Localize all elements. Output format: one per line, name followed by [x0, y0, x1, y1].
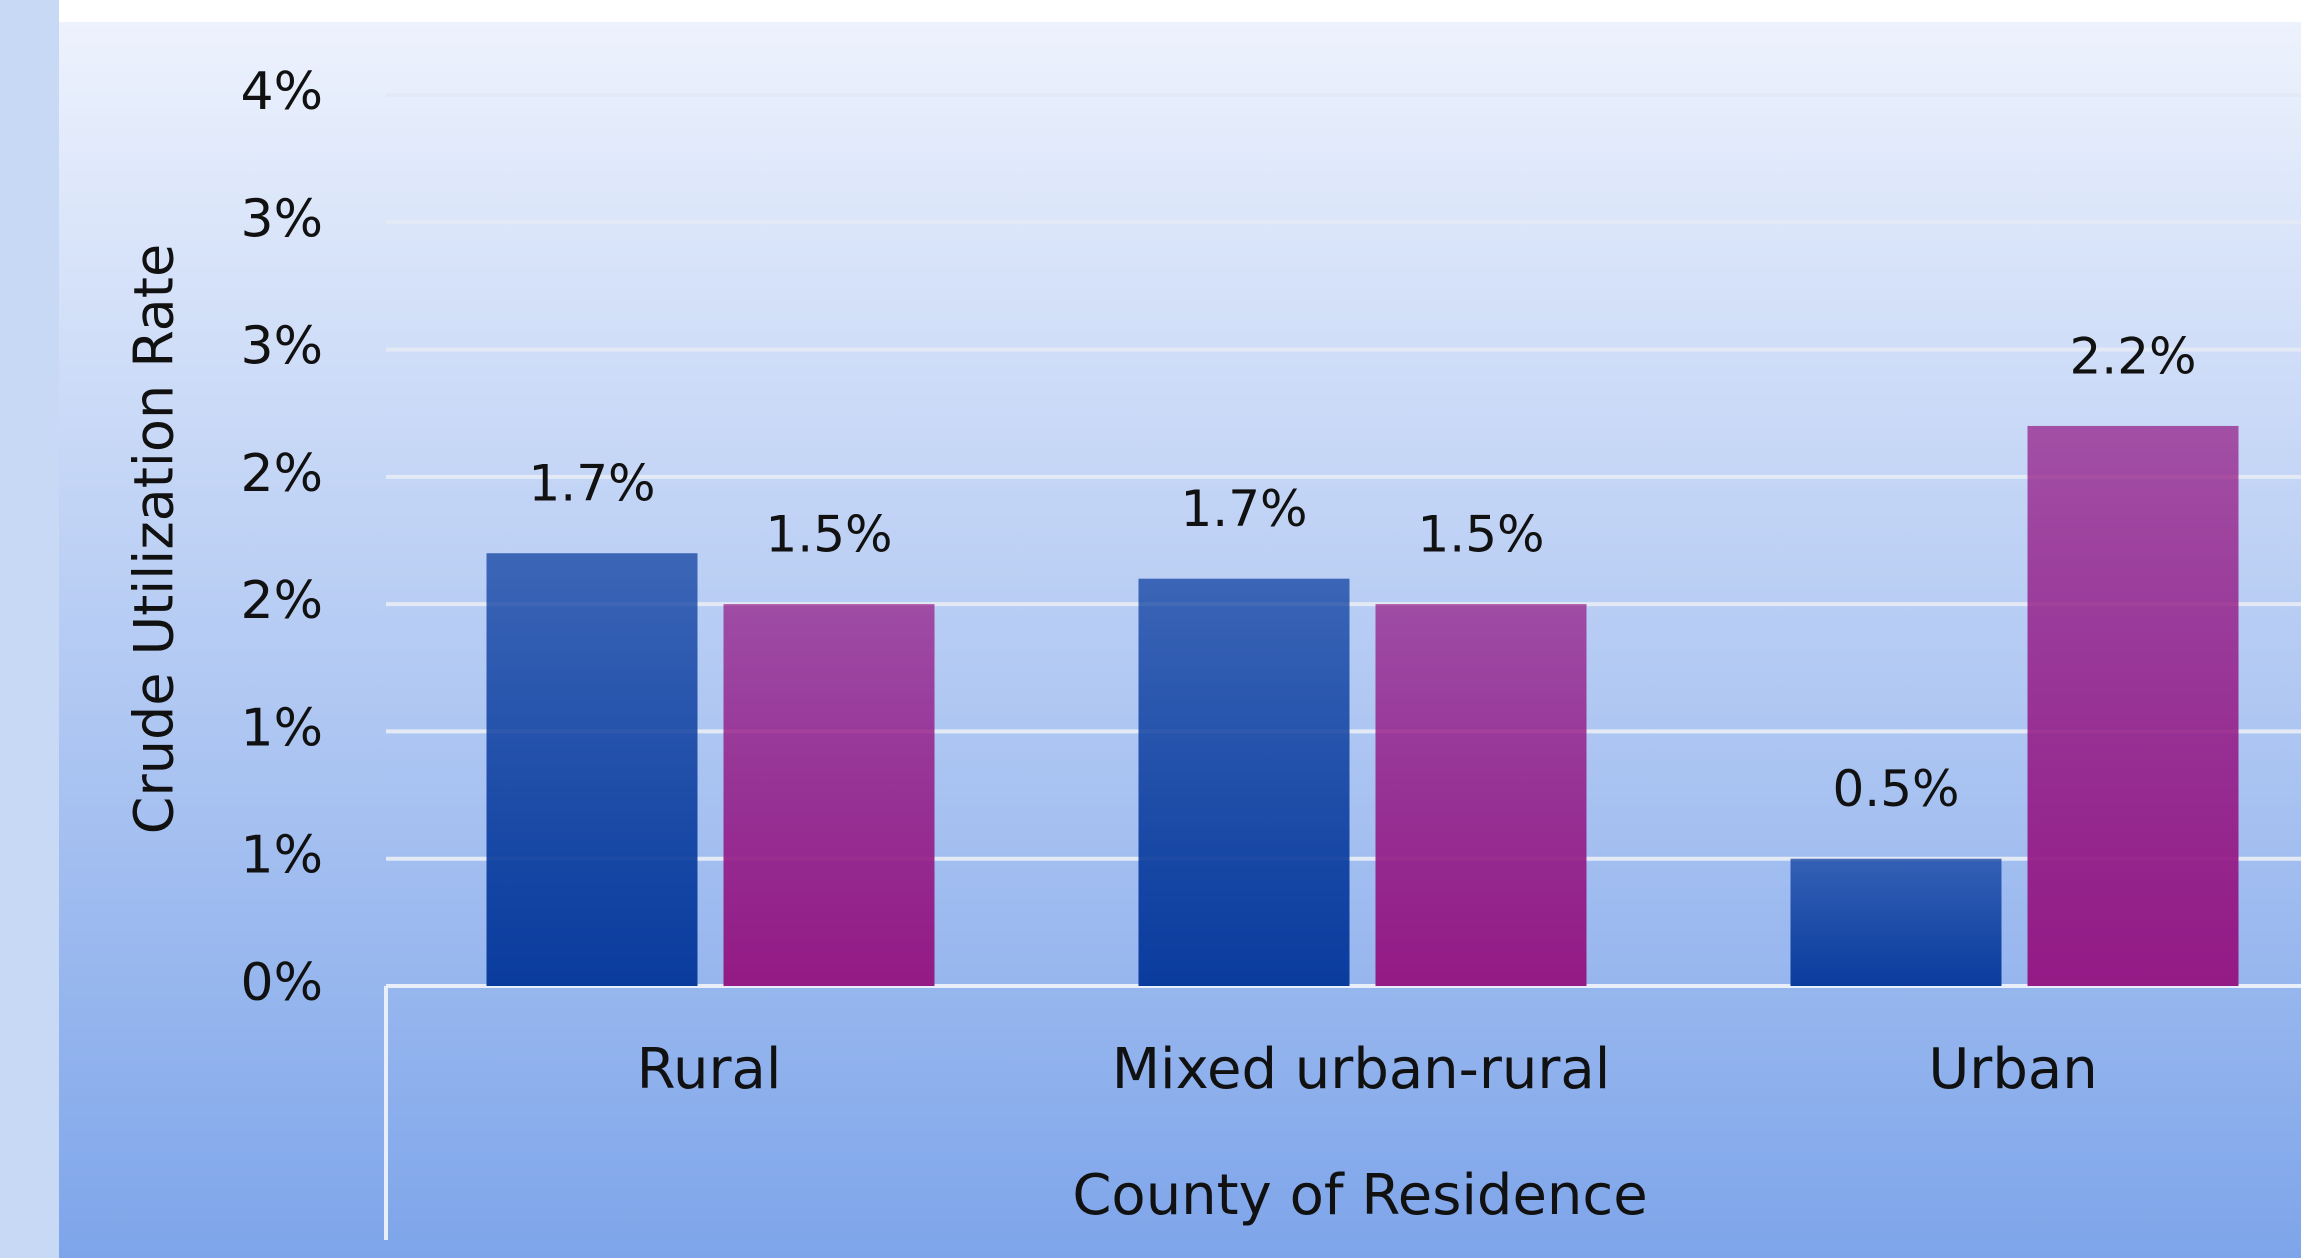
y-tick-label: 3% — [241, 189, 324, 249]
data-label: 1.5% — [765, 506, 892, 564]
bar — [2027, 425, 2239, 986]
title-band — [59, 0, 2301, 22]
x-axis-title: County of Residence — [1072, 1163, 1647, 1228]
data-label: 2.2% — [2069, 327, 2196, 385]
y-axis-title: Crude Utilization Rate — [123, 244, 186, 834]
bar — [723, 604, 935, 986]
data-label: 1.7% — [528, 455, 655, 513]
y-tick-label: 1% — [241, 698, 324, 758]
data-label: 1.5% — [1417, 506, 1544, 564]
bar — [486, 553, 698, 986]
data-label: 1.7% — [1180, 480, 1307, 538]
x-tick-label: Rural — [637, 1037, 782, 1102]
x-tick-label: Mixed urban-rural — [1112, 1037, 1611, 1102]
y-tick-label: 1% — [241, 826, 324, 886]
y-tick-label: 0% — [241, 953, 324, 1013]
bar — [1138, 578, 1350, 986]
bar — [1790, 858, 2002, 986]
bar — [1375, 604, 1587, 986]
x-tick-label: Urban — [1928, 1037, 2097, 1102]
y-tick-label: 3% — [241, 317, 324, 377]
y-tick-label: 4% — [241, 62, 324, 122]
y-tick-label: 2% — [241, 444, 324, 504]
data-label: 0.5% — [1832, 760, 1959, 818]
y-tick-label: 2% — [241, 571, 324, 631]
